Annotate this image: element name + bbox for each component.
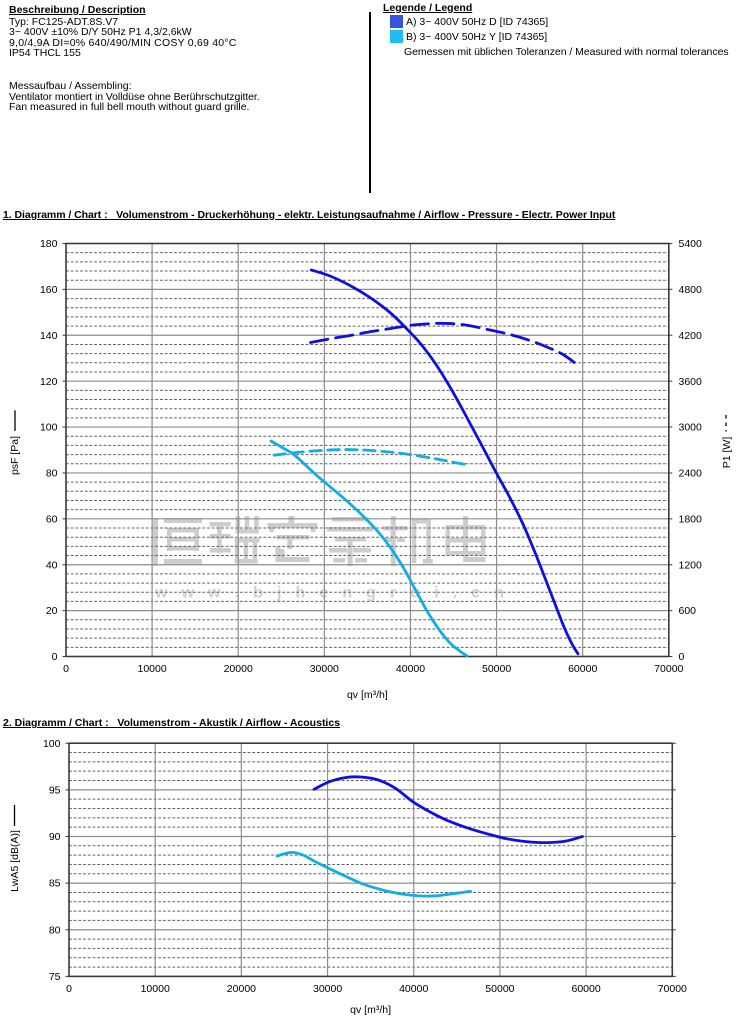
svg-text:50000: 50000 (482, 663, 511, 675)
svg-text:20: 20 (46, 605, 58, 617)
svg-text:90: 90 (49, 831, 61, 843)
svg-text:qv [m³/h]: qv [m³/h] (347, 689, 388, 701)
svg-text:60: 60 (46, 513, 58, 525)
svg-text:120: 120 (40, 376, 58, 388)
svg-text:80: 80 (46, 468, 58, 480)
svg-text:3600: 3600 (679, 376, 703, 388)
svg-text:0: 0 (66, 983, 72, 995)
svg-text:30000: 30000 (313, 983, 342, 995)
svg-text:LwA5 [dB(A)]: LwA5 [dB(A)] (9, 830, 21, 892)
svg-text:60000: 60000 (568, 663, 597, 675)
svg-text:psF [Pa]: psF [Pa] (9, 436, 21, 475)
svg-text:0: 0 (52, 651, 58, 663)
svg-text:4200: 4200 (679, 330, 703, 342)
svg-text:10000: 10000 (137, 663, 166, 675)
svg-text:75: 75 (49, 971, 61, 983)
svg-text:w w w . b j h e n g r u i . c: w w w . b j h e n g r u i . c n (154, 585, 504, 602)
svg-text:20000: 20000 (224, 663, 253, 675)
svg-text:70000: 70000 (658, 983, 687, 995)
svg-text:80: 80 (49, 924, 61, 936)
svg-text:2400: 2400 (679, 468, 703, 480)
svg-text:5400: 5400 (679, 238, 703, 250)
svg-text:40000: 40000 (399, 983, 428, 995)
svg-text:70000: 70000 (654, 663, 683, 675)
svg-text:30000: 30000 (310, 663, 339, 675)
svg-text:50000: 50000 (485, 983, 514, 995)
svg-text:40: 40 (46, 559, 58, 571)
svg-text:3000: 3000 (679, 422, 703, 434)
svg-text:160: 160 (40, 284, 58, 296)
svg-text:10000: 10000 (141, 983, 170, 995)
svg-text:95: 95 (49, 784, 61, 796)
svg-text:140: 140 (40, 330, 58, 342)
svg-text:85: 85 (49, 878, 61, 890)
svg-text:60000: 60000 (571, 983, 600, 995)
svg-text:40000: 40000 (396, 663, 425, 675)
svg-text:180: 180 (40, 238, 58, 250)
svg-text:100: 100 (40, 422, 58, 434)
svg-text:1800: 1800 (679, 513, 703, 525)
svg-text:100: 100 (43, 738, 61, 750)
svg-text:20000: 20000 (227, 983, 256, 995)
svg-text:4800: 4800 (679, 284, 703, 296)
svg-text:P1 [W]: P1 [W] (721, 437, 733, 469)
svg-text:600: 600 (679, 605, 697, 617)
svg-text:1200: 1200 (679, 559, 703, 571)
svg-text:qv [m³/h]: qv [m³/h] (350, 1004, 391, 1016)
svg-text:0: 0 (63, 663, 69, 675)
svg-text:0: 0 (679, 651, 685, 663)
